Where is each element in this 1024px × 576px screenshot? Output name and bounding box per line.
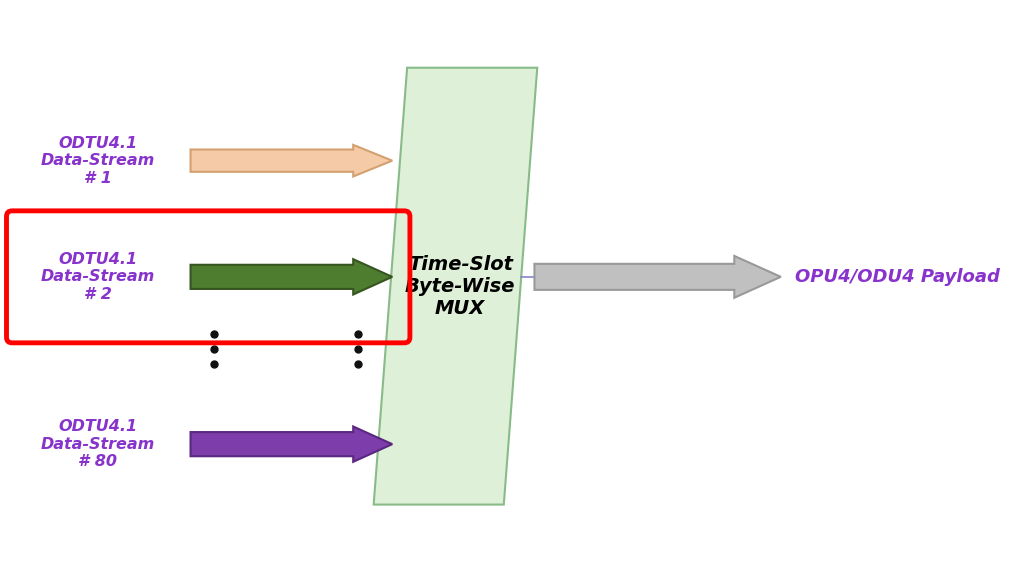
Text: ODTU4.1
Data-Stream
# 80: ODTU4.1 Data-Stream # 80 <box>41 419 155 469</box>
Polygon shape <box>190 145 392 176</box>
Text: ODTU4.1
Data-Stream
# 1: ODTU4.1 Data-Stream # 1 <box>41 136 155 185</box>
Text: OPU4/ODU4 Payload: OPU4/ODU4 Payload <box>795 268 999 286</box>
Polygon shape <box>535 256 780 298</box>
Polygon shape <box>190 259 392 294</box>
Polygon shape <box>374 68 538 505</box>
Text: Time-Slot
Byte-Wise
MUX: Time-Slot Byte-Wise MUX <box>404 255 515 317</box>
Text: ODTU4.1
Data-Stream
# 2: ODTU4.1 Data-Stream # 2 <box>41 252 155 302</box>
Polygon shape <box>190 426 392 462</box>
